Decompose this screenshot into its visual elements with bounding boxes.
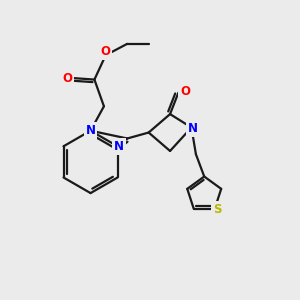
Text: O: O xyxy=(101,45,111,58)
Text: N: N xyxy=(114,140,124,153)
Text: O: O xyxy=(180,85,190,98)
Text: S: S xyxy=(213,203,221,216)
Text: O: O xyxy=(63,72,73,85)
Text: N: N xyxy=(85,124,96,137)
Text: N: N xyxy=(188,122,198,136)
